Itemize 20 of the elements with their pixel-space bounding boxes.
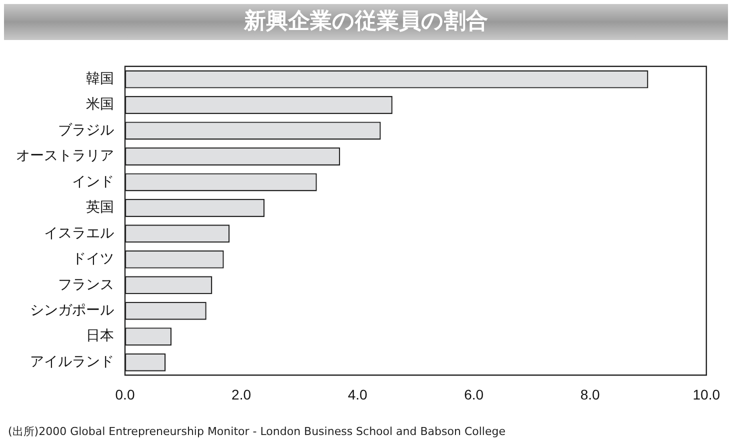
y-tick-label: オーストラリア	[16, 148, 114, 164]
y-tick-label: シンガポール	[30, 302, 114, 319]
chart-title: 新興企業の従業員の割合	[4, 4, 728, 40]
y-tick-label: ブラジル	[58, 122, 114, 138]
y-tick-label: イスラエル	[44, 225, 114, 242]
y-tick-label: 米国	[86, 96, 114, 113]
x-tick-label: 8.0	[580, 386, 600, 402]
y-tick-label: 日本	[86, 328, 114, 344]
y-tick-label: 韓国	[86, 70, 114, 87]
x-tick-label: 6.0	[464, 386, 484, 402]
x-tick-label: 10.0	[692, 386, 720, 402]
y-tick-label: フランス	[58, 276, 114, 293]
x-tick-label: 2.0	[232, 386, 252, 402]
x-tick-label: 0.0	[115, 386, 135, 402]
y-tick-label: アイルランド	[30, 354, 114, 370]
y-tick-label: インド	[72, 174, 114, 190]
x-tick-label: 4.0	[348, 386, 368, 402]
y-tick-label: 英国	[86, 200, 114, 216]
y-tick-label: ドイツ	[72, 251, 114, 268]
text: (出所)2000 Global Entrepreneurship Monitor - London Business School and Babson College	[8, 424, 506, 439]
